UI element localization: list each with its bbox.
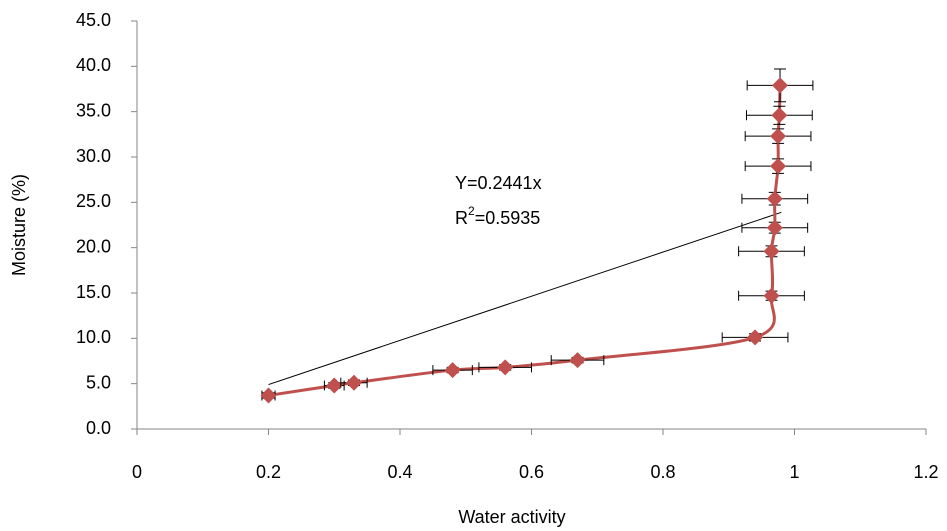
marker <box>260 387 277 404</box>
y-tick-label: 40.0 <box>76 55 111 75</box>
marker <box>497 359 514 376</box>
x-tick-label: 0 <box>132 462 142 482</box>
marker <box>326 377 343 394</box>
y-tick-label: 25.0 <box>76 191 111 211</box>
y-tick-label: 15.0 <box>76 282 111 302</box>
marker <box>444 362 461 379</box>
x-tick-label: 1.2 <box>913 462 938 482</box>
marker <box>770 128 787 145</box>
y-tick-label: 45.0 <box>76 10 111 30</box>
r-label: R <box>455 208 468 228</box>
r-squared: R2=0.5935 <box>455 204 540 228</box>
y-tick-label: 5.0 <box>86 372 111 392</box>
marker <box>345 374 362 391</box>
y-axis-label: Moisture (%) <box>9 174 29 276</box>
y-tick-label: 30.0 <box>76 146 111 166</box>
y-tick-label: 0.0 <box>86 418 111 438</box>
marker <box>770 158 787 175</box>
x-tick-label: 0.8 <box>650 462 675 482</box>
y-tick-label: 10.0 <box>76 327 111 347</box>
x-tick-label: 0.6 <box>519 462 544 482</box>
x-tick-label: 0.2 <box>256 462 281 482</box>
marker <box>771 107 788 124</box>
x-tick-label: 0.4 <box>387 462 412 482</box>
marker <box>763 287 780 304</box>
marker <box>772 77 789 94</box>
equation: Y=0.2441x <box>455 173 542 193</box>
trendline <box>268 211 782 386</box>
marker <box>766 219 783 236</box>
marker <box>747 329 764 346</box>
y-tick-label: 20.0 <box>76 236 111 256</box>
r-value: =0.5935 <box>475 208 541 228</box>
marker <box>763 243 780 260</box>
marker <box>766 190 783 207</box>
y-tick-label: 35.0 <box>76 100 111 120</box>
x-tick-label: 1 <box>789 462 799 482</box>
series-line <box>268 85 782 397</box>
x-axis-label: Water activity <box>458 507 565 527</box>
r-sup: 2 <box>468 204 475 218</box>
marker <box>569 352 586 369</box>
